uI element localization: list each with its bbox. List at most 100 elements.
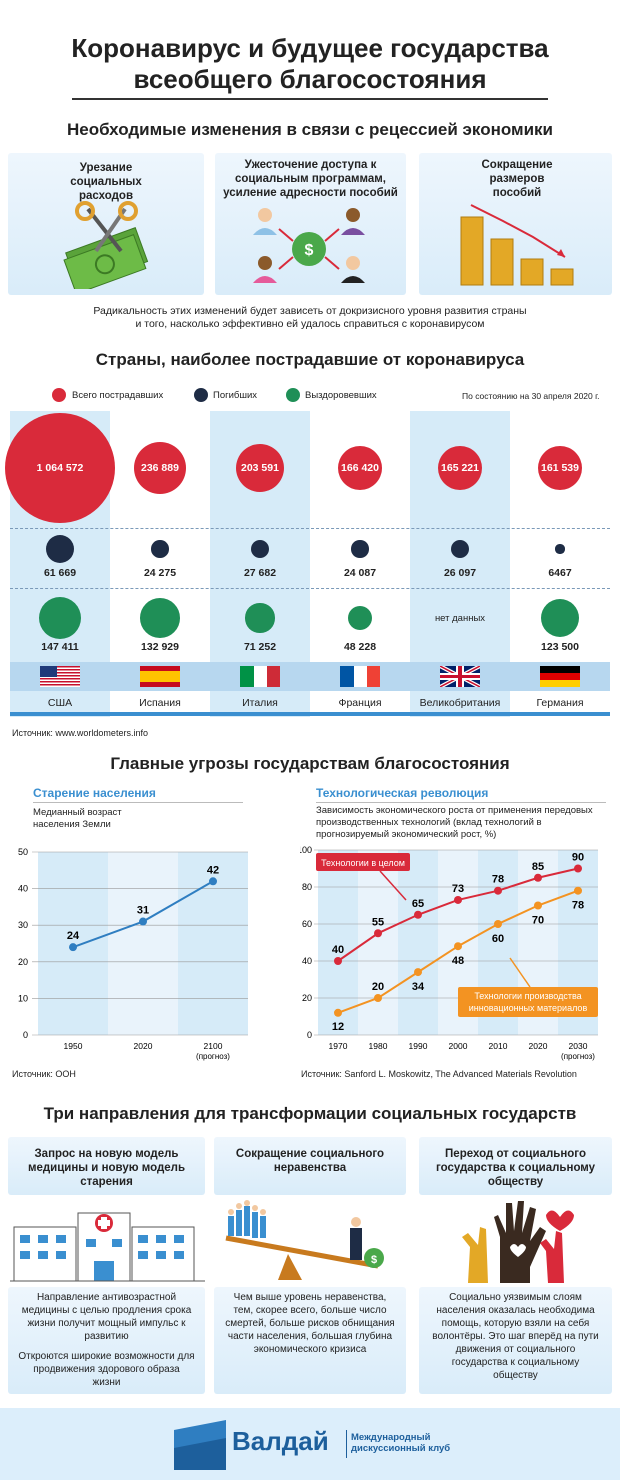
total-cases-bubble: 165 221 bbox=[438, 446, 482, 490]
y-tick-label: 40 bbox=[302, 956, 312, 966]
y-tick-label: 0 bbox=[307, 1030, 312, 1040]
x-tick-label: 1990 bbox=[409, 1041, 428, 1051]
y-tick-label: 20 bbox=[302, 993, 312, 1003]
y-tick-label: 20 bbox=[18, 957, 28, 967]
italy-flag-icon bbox=[240, 666, 280, 687]
x-tick-label: 2010 bbox=[489, 1041, 508, 1051]
change-panel-2: Ужесточение доступа к социальным програм… bbox=[215, 153, 406, 295]
x-tick-label: 2020 bbox=[134, 1041, 153, 1051]
deaths-count: 27 682 bbox=[243, 567, 277, 579]
direction-panel-1-text-2: Откроются широкие возможности для продви… bbox=[18, 1351, 195, 1388]
footer-club-line-2: дискуссионный клуб bbox=[351, 1443, 451, 1454]
data-point bbox=[69, 943, 77, 952]
direction-panel-3-text: Социально уязвимым слоям населения оказа… bbox=[432, 1292, 599, 1381]
inequality-seesaw-icon: $ bbox=[225, 1200, 384, 1280]
raised-hands-heart-icon bbox=[462, 1201, 574, 1283]
data-point bbox=[574, 864, 582, 873]
footer-club-line-1: Международный bbox=[351, 1432, 431, 1443]
tech-chart-subtitle: Зависимость экономического роста от прим… bbox=[316, 805, 593, 840]
recovered-bubble bbox=[39, 597, 81, 639]
direction-panel-3-title: Переход от социального государства к соц… bbox=[435, 1148, 596, 1188]
data-point bbox=[209, 877, 217, 886]
section2-source: Источник: www.worldometers.info bbox=[12, 728, 148, 738]
y-tick-label: 40 bbox=[18, 884, 28, 894]
change-panel-3: Сокращение размеров пособий bbox=[419, 153, 612, 295]
change-panel-1-title: Урезание социальных расходов bbox=[70, 162, 142, 202]
footer: Валдай Международный дискуссионный клуб bbox=[0, 1408, 620, 1480]
page-title-line-2: всеобщего благосостояния bbox=[133, 64, 487, 94]
data-point bbox=[334, 1008, 342, 1017]
recovered-bubble bbox=[540, 598, 580, 638]
page-title-line-1: Коронавирус и будущее государства bbox=[71, 33, 549, 63]
direction-panel-3-body: Социально уязвимым слоям населения оказа… bbox=[419, 1287, 612, 1394]
data-label: 90 bbox=[572, 852, 584, 864]
x-tick-label: 1970 bbox=[329, 1041, 348, 1051]
data-point bbox=[494, 920, 502, 928]
country-name: Великобритания bbox=[419, 697, 501, 709]
title-underline bbox=[72, 98, 548, 100]
legend-deaths-label: Погибших bbox=[213, 390, 258, 401]
legend-total-dot bbox=[52, 388, 66, 402]
section4-title: Три направления для трансформации социал… bbox=[43, 1104, 577, 1123]
x-tick-label: 1950 bbox=[64, 1041, 83, 1051]
legend-tech-materials: Технологии производства инновационных мат… bbox=[458, 957, 598, 1017]
france-flag-icon bbox=[340, 666, 380, 687]
valdai-logo-icon bbox=[174, 1420, 226, 1470]
data-point bbox=[494, 886, 502, 895]
data-point bbox=[414, 968, 422, 977]
data-point bbox=[534, 901, 542, 910]
data-label: 55 bbox=[372, 916, 384, 928]
footer-club-name: Международный дискуссионный клуб bbox=[351, 1432, 450, 1454]
hospital-icon bbox=[10, 1212, 205, 1282]
germany-flag-icon bbox=[540, 666, 580, 687]
legend-recovered-label: Выздоровевших bbox=[305, 390, 377, 401]
data-label: 70 bbox=[532, 915, 544, 927]
data-label: 78 bbox=[572, 900, 584, 912]
row-divider-1 bbox=[10, 528, 610, 529]
data-point bbox=[414, 910, 422, 919]
data-label: 65 bbox=[412, 898, 424, 910]
change-panel-1: Урезание социальных расходов bbox=[8, 153, 204, 295]
y-tick-label: 100 bbox=[300, 845, 312, 855]
data-label: 12 bbox=[332, 1021, 344, 1033]
deaths-count: 61 669 bbox=[43, 567, 77, 579]
spain-flag-icon bbox=[140, 666, 180, 687]
recovered-count: 147 411 bbox=[41, 641, 79, 653]
section3-title: Главные угрозы государствам благосостоян… bbox=[110, 754, 510, 773]
coin-stacks-decline-icon bbox=[460, 204, 574, 286]
data-point bbox=[374, 994, 382, 1002]
recovered-bubble bbox=[347, 605, 372, 630]
deaths-bubble bbox=[555, 544, 565, 554]
data-point bbox=[454, 895, 462, 904]
flags-band bbox=[10, 662, 610, 691]
section2-title: Страны, наиболее пострадавшие от коронав… bbox=[95, 350, 525, 369]
data-point bbox=[534, 873, 542, 882]
x-tick-note: (прогноз) bbox=[561, 1052, 595, 1061]
legend-tech-materials-label: Технологии производства инновационных мат… bbox=[469, 991, 588, 1013]
deaths-count: 24 275 bbox=[143, 567, 177, 579]
deaths-bubble bbox=[151, 540, 169, 558]
aging-title-rule bbox=[33, 802, 243, 803]
direction-panel-1-body: Направление антивозрастной медицины с це… bbox=[8, 1287, 205, 1394]
x-tick-note: (прогноз) bbox=[196, 1052, 230, 1061]
data-point bbox=[454, 942, 462, 951]
y-tick-label: 60 bbox=[302, 919, 312, 929]
recovered-count: 123 500 bbox=[541, 641, 579, 653]
y-tick-label: 10 bbox=[18, 993, 28, 1003]
y-tick-label: 30 bbox=[18, 920, 28, 930]
money-bag-people-icon: $ bbox=[253, 208, 365, 283]
data-label: 20 bbox=[372, 981, 384, 993]
footer-divider bbox=[346, 1430, 347, 1458]
recovered-count: нет данных bbox=[434, 613, 486, 624]
footer-logo-text: Валдай bbox=[232, 1426, 329, 1456]
deaths-bubble bbox=[351, 540, 369, 558]
usa-flag-icon bbox=[40, 666, 80, 687]
recovered-count: 132 929 bbox=[141, 641, 179, 653]
direction-panel-1-title: Запрос на новую модель медицины и новую … bbox=[27, 1148, 186, 1188]
direction-panel-1-header: Запрос на новую модель медицины и новую … bbox=[8, 1137, 205, 1195]
row-divider-2 bbox=[10, 588, 610, 589]
country-name: Испания bbox=[139, 697, 181, 709]
country-name: Франция bbox=[338, 697, 382, 709]
deaths-count: 26 097 bbox=[443, 567, 477, 579]
y-tick-label: 0 bbox=[23, 1030, 28, 1040]
